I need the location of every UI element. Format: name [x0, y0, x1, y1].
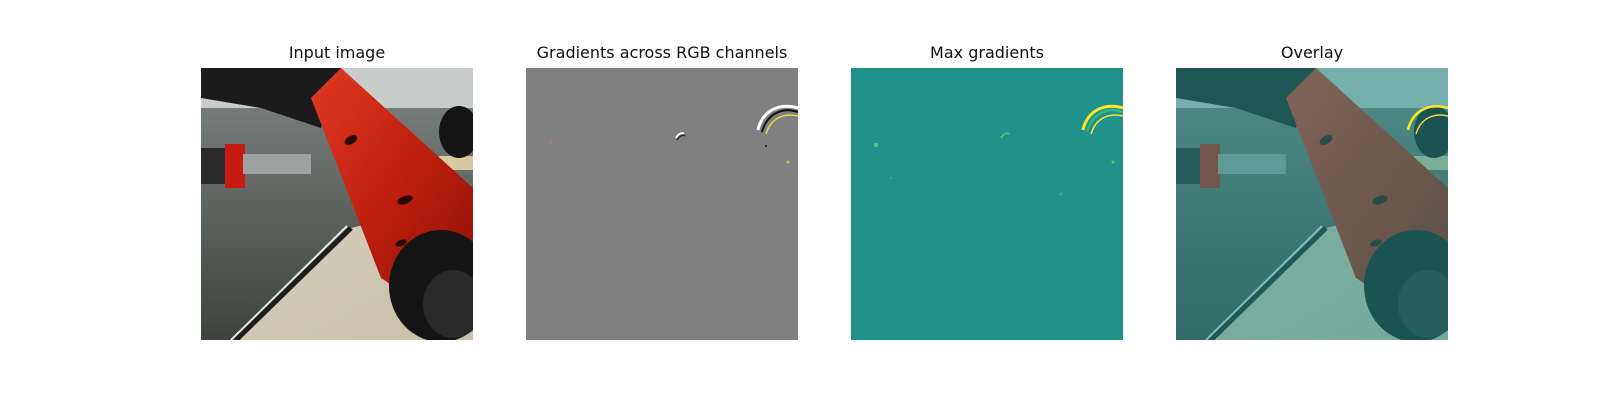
panel-title: Overlay	[1280, 43, 1344, 62]
max-gradients-image	[851, 68, 1123, 340]
panel-max-gradients: Max gradients	[851, 40, 1123, 340]
panel-gradients-rgb: Gradients across RGB channels	[526, 40, 798, 340]
panel-title: Gradients across RGB channels	[536, 43, 788, 62]
panel-input-image: Input image	[201, 40, 473, 340]
panel-title: Input image	[288, 43, 386, 62]
panel-overlay: Overlay	[1176, 40, 1448, 340]
gradients-rgb-image	[526, 68, 798, 340]
input-image	[201, 68, 473, 340]
overlay-image	[1176, 68, 1448, 340]
panel-title: Max gradients	[930, 43, 1044, 62]
